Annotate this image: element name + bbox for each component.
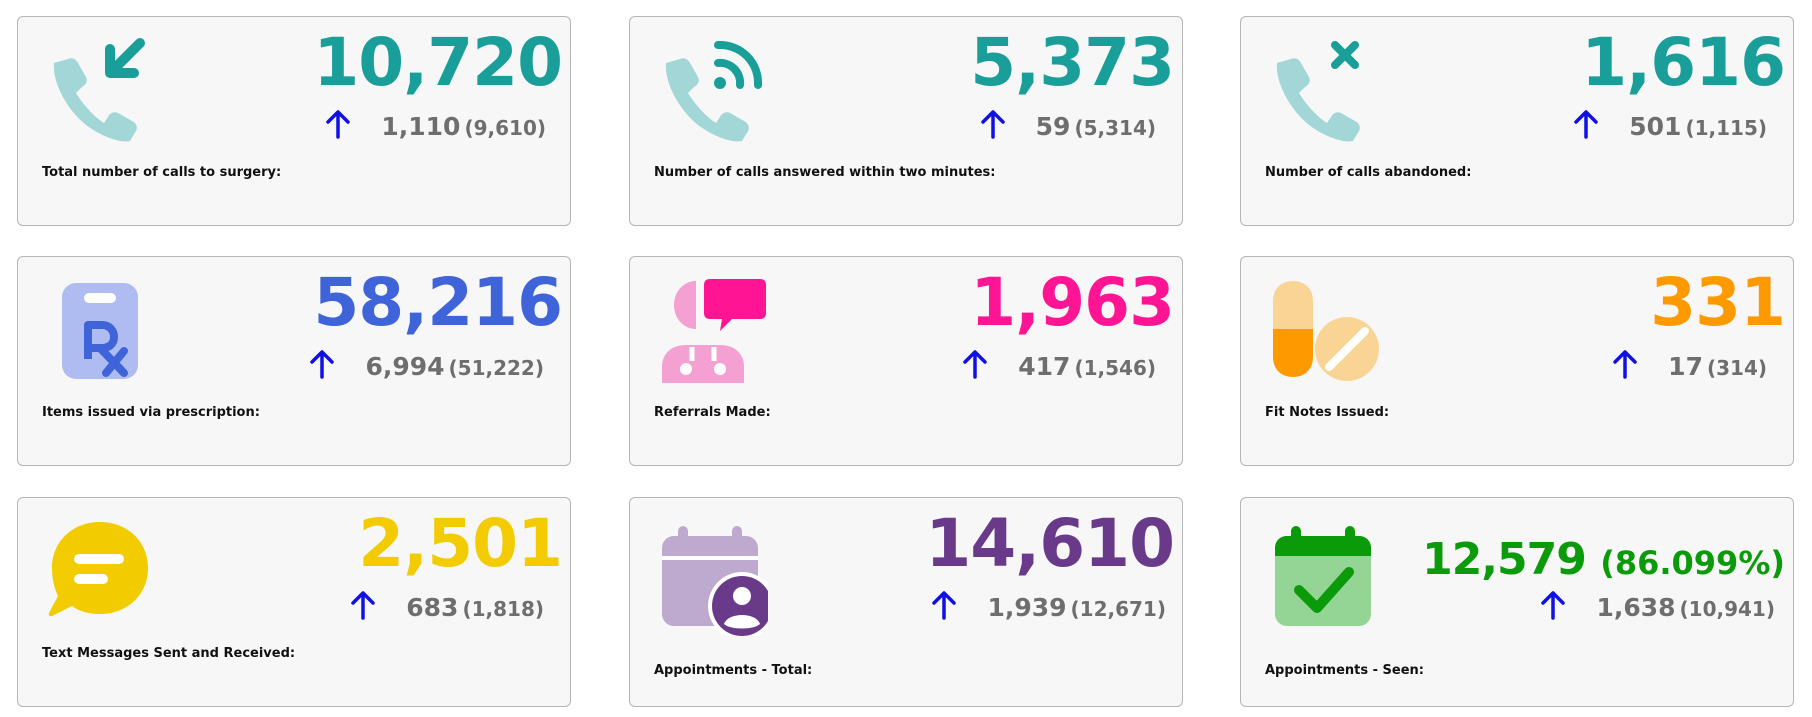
doctor-referral-icon <box>662 279 766 383</box>
card-previous: (10,941) <box>1679 597 1775 621</box>
card-delta: 6,994 (51,222) <box>309 349 544 381</box>
arrow-up-icon <box>310 350 335 379</box>
card-appointments-total: 14,610 1,939 (12,671) Appointments - Tota… <box>629 497 1183 707</box>
card-value: 331 <box>1650 264 1786 341</box>
card-value-group: 12,579 (86.099%) <box>1422 520 1785 603</box>
card-change: 6,994 <box>365 352 445 381</box>
card-calls-abandoned: 1,616 501 (1,115) Number of calls abandon… <box>1240 16 1794 226</box>
arrow-up-icon <box>351 591 376 620</box>
arrow-up-icon <box>980 110 1005 139</box>
card-appointments-seen: 12,579 (86.099%) 1,638 (10,941) Appointme… <box>1240 497 1794 707</box>
card-previous: (5,314) <box>1074 116 1156 140</box>
card-previous: (314) <box>1706 356 1767 380</box>
card-label: Appointments - Seen: <box>1265 663 1424 678</box>
card-change: 17 <box>1668 352 1703 381</box>
card-label: Number of calls abandoned: <box>1265 165 1472 180</box>
card-delta: 1,638 (10,941) <box>1540 590 1775 622</box>
card-calls-answered: 5,373 59 (5,314) Number of calls answered… <box>629 16 1183 226</box>
card-delta: 683 (1,818) <box>350 590 544 622</box>
card-value: 1,616 <box>1581 24 1786 101</box>
card-delta: 1,110 (9,610) <box>325 109 546 141</box>
phone-incoming-icon <box>53 38 145 142</box>
arrow-up-icon <box>1541 591 1566 620</box>
pills-icon <box>1273 281 1379 381</box>
card-delta: 501 (1,115) <box>1573 109 1767 141</box>
arrow-up-icon <box>1613 350 1637 379</box>
card-previous: (9,610) <box>464 116 546 140</box>
card-text-messages: 2,501 683 (1,818) Text Messages Sent and … <box>17 497 571 707</box>
card-delta: 1,939 (12,671) <box>931 590 1166 622</box>
card-value: 2,501 <box>358 505 563 582</box>
card-change: 683 <box>406 593 459 622</box>
card-previous: (1,546) <box>1074 356 1156 380</box>
card-label: Referrals Made: <box>654 405 771 420</box>
card-fit-notes: 331 17 (314) Fit Notes Issued: <box>1240 256 1794 466</box>
card-value-percent: (86.099%) <box>1600 544 1785 582</box>
card-previous: (12,671) <box>1070 597 1166 621</box>
card-value: 1,963 <box>970 264 1175 341</box>
arrow-up-icon <box>1574 110 1599 139</box>
card-total-calls: 10,720 1,110 (9,610) Total number of call… <box>17 16 571 226</box>
card-previous: (1,818) <box>462 597 544 621</box>
card-value: 12,579 <box>1422 534 1587 585</box>
card-value: 10,720 <box>313 24 563 101</box>
card-value: 58,216 <box>313 264 563 341</box>
card-change: 59 <box>1035 112 1071 141</box>
card-delta: 17 (314) <box>1612 349 1767 381</box>
card-delta: 417 (1,546) <box>962 349 1156 381</box>
arrow-up-icon <box>932 591 957 620</box>
arrow-up-icon <box>326 110 351 139</box>
card-label: Appointments - Total: <box>654 663 813 678</box>
card-change: 1,110 <box>381 112 461 141</box>
phone-answered-icon <box>665 40 763 142</box>
card-label: Number of calls answered within two minu… <box>654 165 996 180</box>
card-label: Fit Notes Issued: <box>1265 405 1390 420</box>
card-label: Text Messages Sent and Received: <box>42 646 296 661</box>
card-previous: (51,222) <box>448 356 544 380</box>
card-label: Total number of calls to surgery: <box>42 165 282 180</box>
calendar-user-icon <box>662 526 768 636</box>
card-referrals: 1,963 417 (1,546) Referrals Made: <box>629 256 1183 466</box>
arrow-up-icon <box>963 350 988 379</box>
card-prescription-items: 58,216 6,994 (51,222) Items issued via pr… <box>17 256 571 466</box>
chat-bubble-icon <box>48 522 149 617</box>
card-change: 501 <box>1629 112 1682 141</box>
card-label: Items issued via prescription: <box>42 405 260 420</box>
card-change: 417 <box>1018 352 1071 381</box>
card-value: 5,373 <box>970 24 1175 101</box>
card-value: 14,610 <box>925 505 1175 582</box>
card-previous: (1,115) <box>1685 116 1767 140</box>
card-change: 1,939 <box>987 593 1067 622</box>
phone-missed-icon <box>1276 41 1360 142</box>
prescription-clipboard-icon <box>62 283 138 379</box>
calendar-check-icon <box>1275 526 1371 626</box>
card-delta: 59 (5,314) <box>980 109 1156 141</box>
card-change: 1,638 <box>1596 593 1676 622</box>
